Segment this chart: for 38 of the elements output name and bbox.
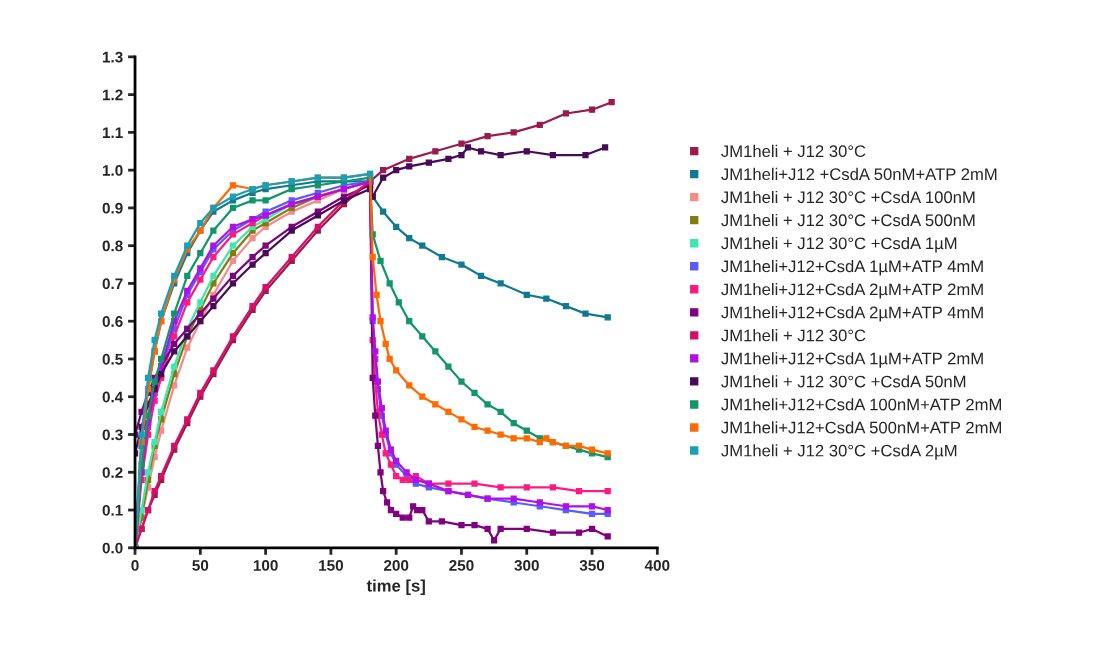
legend-label: JM1heli + J12 30°C +CsdA 2µM — [721, 444, 957, 460]
y-tick-label: 0.9 — [102, 202, 123, 214]
x-tick-label: 250 — [449, 560, 474, 571]
x-tick-label: 0 — [131, 560, 139, 571]
y-tick-label: 0.6 — [102, 316, 123, 327]
legend-label: JM1heli+J12+CsdA 100nM+ATP 2mM — [721, 398, 1001, 411]
x-tick-label: 400 — [644, 560, 670, 571]
y-tick-label: 1.1 — [102, 127, 123, 138]
y-tick-label: 0.8 — [102, 240, 123, 252]
y-tick-label: 1.2 — [102, 89, 123, 101]
y-tick-label: 1.0 — [102, 165, 123, 176]
y-tick-label: 0.2 — [102, 467, 123, 478]
legend-label: JM1heli + J12 30°C — [721, 144, 866, 158]
legend-label: JM1heli + J12 30°C +CsdA 1µM — [721, 236, 957, 253]
x-tick-label: 200 — [383, 560, 409, 571]
legend-label: JM1heli + J12 30°C +CsdA 100nM — [721, 190, 975, 204]
legend-label: JM1heli + J12 30°C +CsdA 50nM — [721, 375, 966, 388]
y-tick-label: 0.4 — [102, 391, 124, 403]
legend-label: JM1heli+J12+CsdA 1µM+ATP 2mM — [721, 352, 983, 368]
legend-label: JM1heli + J12 30°C +CsdA 500nM — [721, 213, 975, 227]
x-tick-label: 50 — [192, 560, 209, 571]
legend-label: JM1heli + J12 30°C — [721, 329, 866, 342]
x-tick-label: 100 — [253, 560, 278, 571]
y-tick-label: 0.3 — [102, 429, 123, 441]
y-tick-label: 0.7 — [102, 278, 123, 290]
legend-label: JM1heli+J12+CsdA 2µM+ATP 4mM — [721, 306, 983, 322]
legend-label: JM1heli+J12+CsdA 1µM+ATP 4mM — [721, 260, 983, 276]
y-tick-label: 0.0 — [102, 542, 123, 554]
x-tick-label: 350 — [579, 560, 605, 571]
y-tick-label: 0.1 — [102, 504, 123, 516]
x-tick-label: 300 — [514, 560, 539, 571]
x-tick-label: 150 — [319, 560, 344, 571]
x-axis-title: time [s] — [366, 579, 425, 595]
legend-label: JM1heli+J12+CsdA 2µM+ATP 2mM — [721, 283, 983, 299]
y-tick-label: 1.3 — [102, 51, 123, 63]
y-tick-label: 0.5 — [102, 353, 123, 365]
legend-label: JM1heli+J12+CsdA 500nM+ATP 2mM — [721, 421, 1001, 434]
legend-label: JM1heli+J12 +CsdA 50nM+ATP 2mM — [721, 167, 997, 181]
